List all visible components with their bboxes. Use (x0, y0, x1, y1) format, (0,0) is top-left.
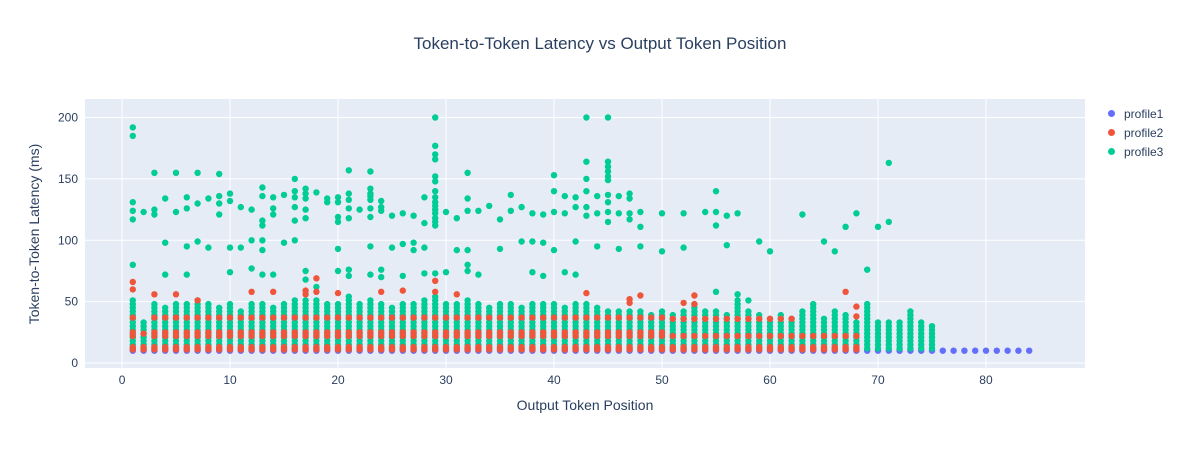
svg-text:30: 30 (439, 373, 453, 387)
chart-title: Token-to-Token Latency vs Output Token P… (413, 34, 787, 53)
legend-label-profile1: profile1 (1124, 106, 1164, 121)
svg-text:80: 80 (979, 373, 993, 387)
legend-item-profile3[interactable]: profile3 (1108, 142, 1163, 161)
svg-text:70: 70 (871, 373, 885, 387)
svg-text:40: 40 (547, 373, 561, 387)
legend-marker-profile3 (1108, 148, 1115, 155)
legend-label-profile3: profile3 (1124, 144, 1164, 159)
series-profile2 (129, 275, 860, 353)
svg-text:0: 0 (71, 356, 78, 370)
svg-text:60: 60 (763, 373, 777, 387)
x-axis-title: Output Token Position (516, 397, 654, 413)
x-tick-labels: 0 10 20 30 40 50 60 70 80 (119, 373, 993, 387)
y-axis-title: Token-to-Token Latency (ms) (26, 143, 42, 325)
legend: profile1 profile2 profile3 (1108, 104, 1163, 161)
legend-marker-profile1 (1108, 110, 1115, 117)
svg-text:150: 150 (58, 172, 78, 186)
svg-text:50: 50 (655, 373, 669, 387)
svg-text:200: 200 (58, 111, 78, 125)
svg-text:20: 20 (331, 373, 345, 387)
svg-text:10: 10 (223, 373, 237, 387)
svg-text:0: 0 (119, 373, 126, 387)
svg-text:100: 100 (58, 233, 78, 247)
legend-marker-profile2 (1108, 129, 1115, 136)
legend-item-profile1[interactable]: profile1 (1108, 104, 1163, 123)
legend-item-profile2[interactable]: profile2 (1108, 123, 1163, 142)
legend-label-profile2: profile2 (1124, 125, 1164, 140)
svg-text:50: 50 (65, 295, 79, 309)
y-tick-labels: 0 50 100 150 200 (58, 111, 78, 370)
